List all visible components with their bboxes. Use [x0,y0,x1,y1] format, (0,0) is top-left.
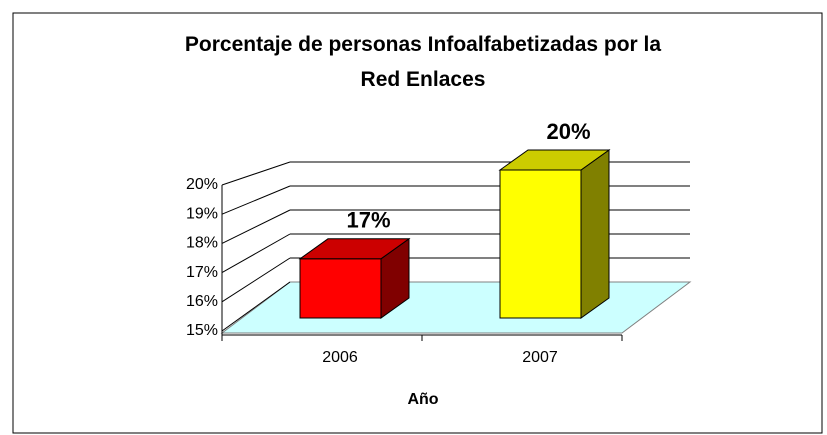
y-tick-label: 17% [186,264,218,281]
data-label: 20% [546,119,590,144]
x-tick-label: 2007 [522,349,558,366]
y-tick-label: 20% [186,176,218,193]
grid-line [221,257,291,303]
y-tick-label: 15% [186,322,218,339]
bar-side [580,149,610,319]
y-tick-label: 19% [186,205,218,222]
grid-line [221,185,291,215]
grid-line [221,281,291,332]
chart-title: Porcentaje de personas Infoalfabetizadas… [185,33,661,91]
bar [299,258,382,319]
floor [220,281,692,334]
data-label: 17% [346,208,390,233]
bar [499,169,582,319]
grid-line [221,161,291,186]
x-tick-label: 2006 [322,349,358,366]
y-tick-label: 18% [186,235,218,252]
grid-line [221,209,291,244]
chart-border [12,12,823,434]
bar-top [298,238,411,260]
y-tick-label: 16% [186,293,218,310]
x-axis-label: Año [407,391,438,408]
grid-line [221,233,291,274]
bar-top [498,149,611,171]
